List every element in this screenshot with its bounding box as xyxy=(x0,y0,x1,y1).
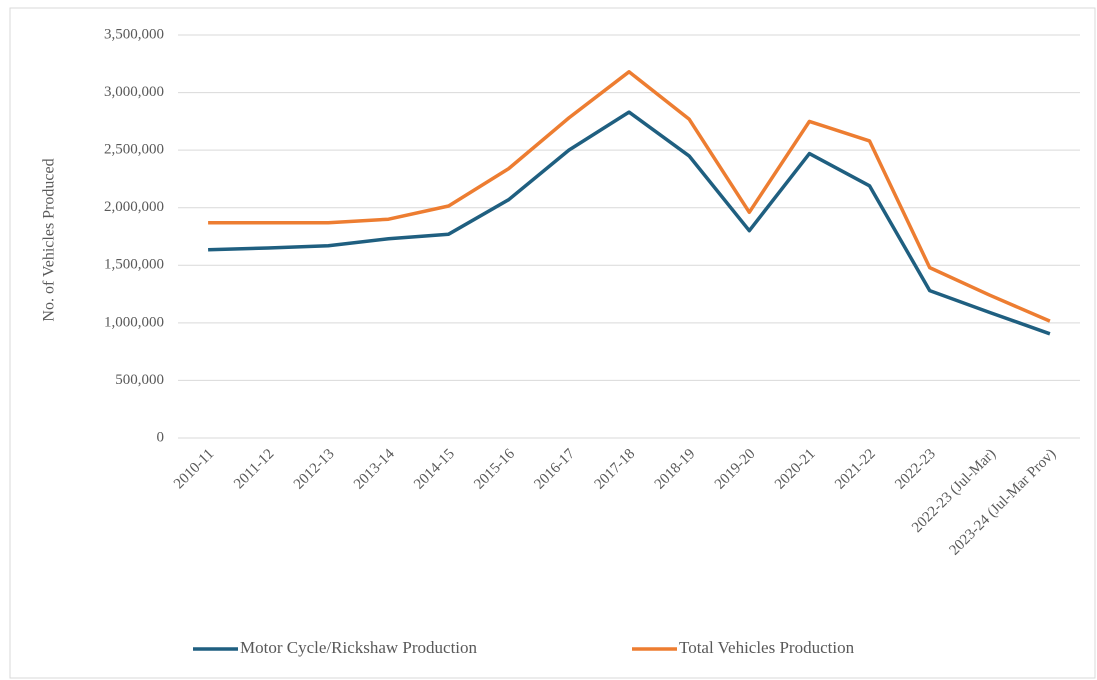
y-tick-label: 3,000,000 xyxy=(104,84,164,100)
y-tick-label: 500,000 xyxy=(115,372,164,388)
y-tick-label: 3,500,000 xyxy=(104,26,164,42)
y-tick-label: 1,500,000 xyxy=(104,257,164,273)
legend-label: Motor Cycle/Rickshaw Production xyxy=(240,638,478,657)
y-tick-label: 0 xyxy=(157,429,165,445)
series-line xyxy=(208,110,1051,336)
y-tick-label: 1,000,000 xyxy=(104,314,164,330)
chart-frame xyxy=(9,7,1096,679)
y-axis-label: No. of Vehicles Produced xyxy=(41,158,58,321)
y-tick-label: 2,000,000 xyxy=(104,199,164,215)
y-tick-label: 2,500,000 xyxy=(104,142,164,158)
series-line xyxy=(208,70,1051,323)
legend-label: Total Vehicles Production xyxy=(679,638,855,657)
